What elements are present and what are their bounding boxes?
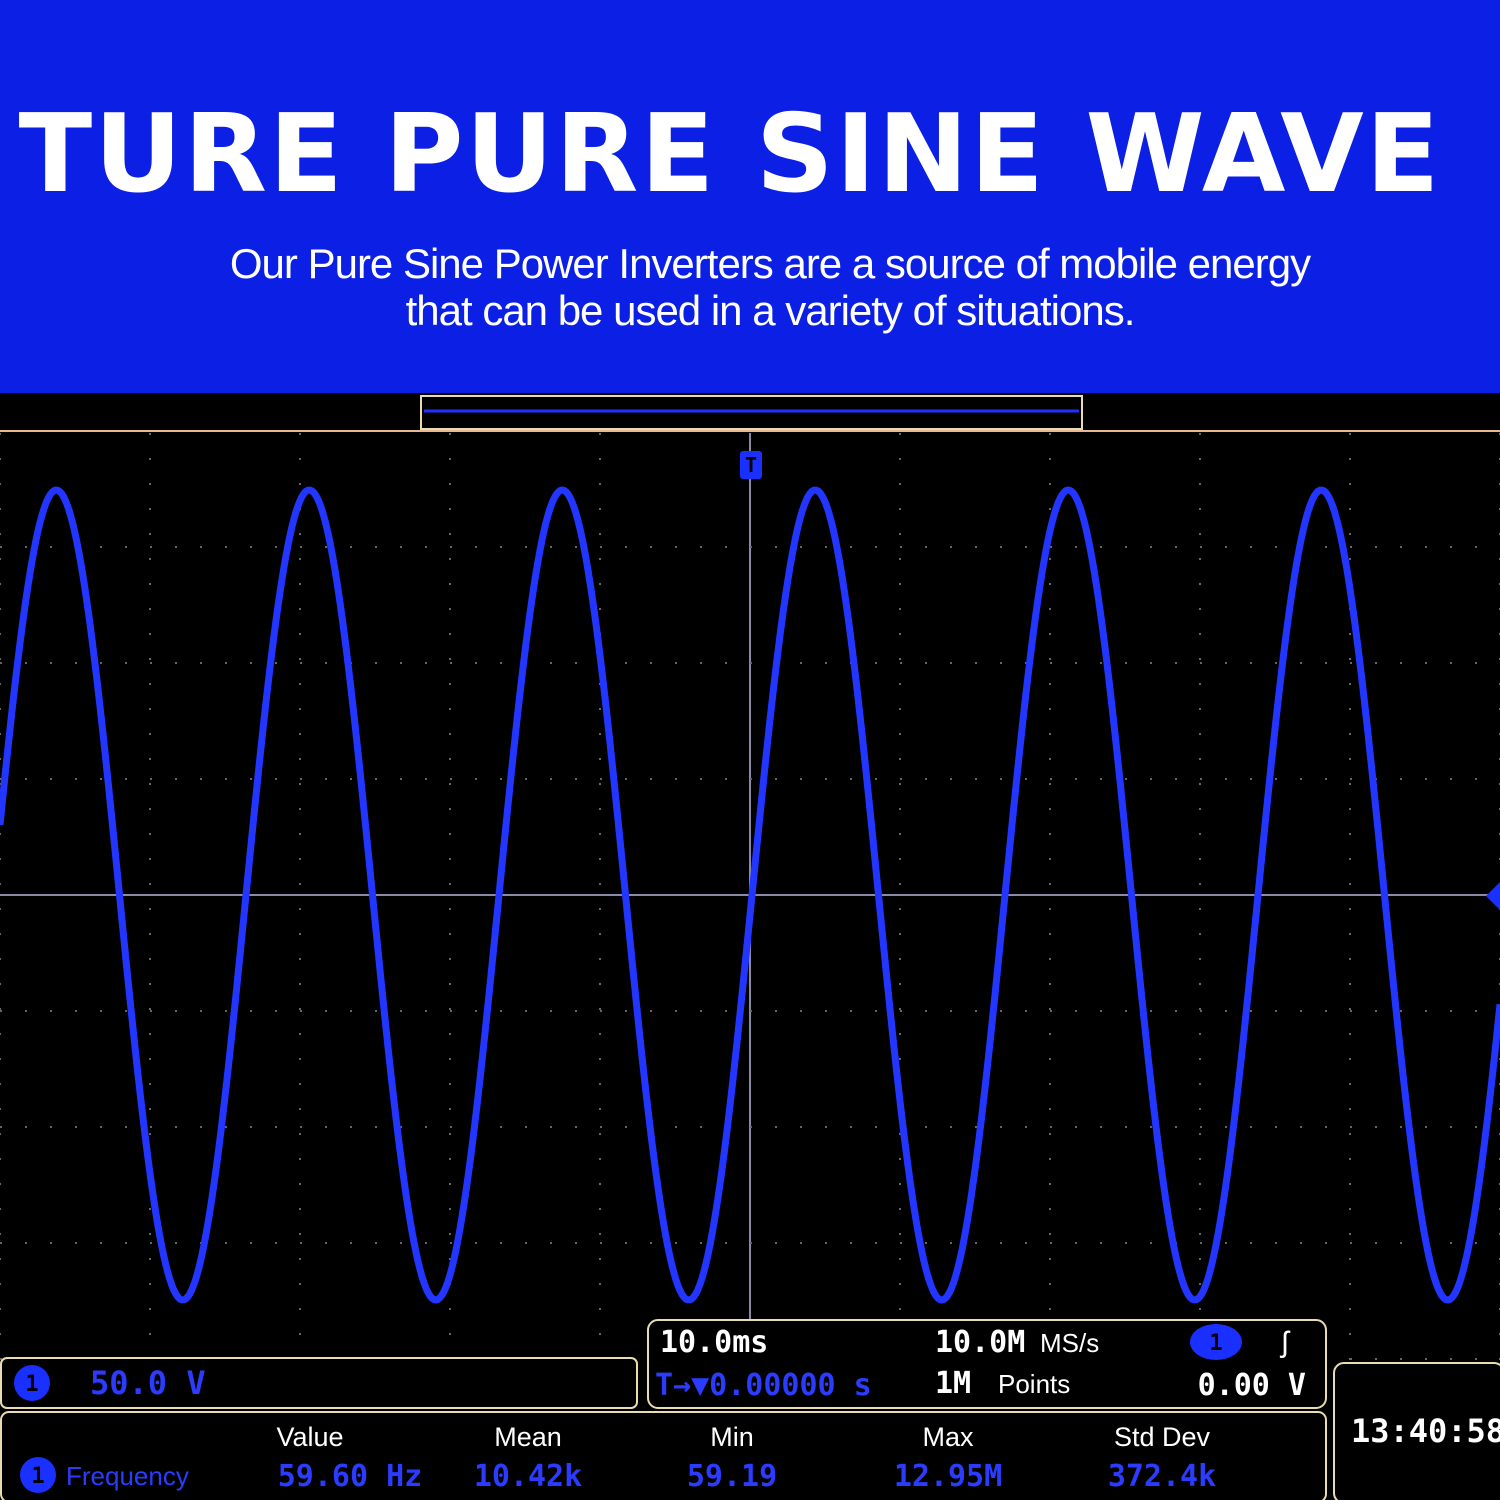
record-length: 1M [935, 1366, 971, 1401]
measure-badge [20, 1457, 56, 1493]
measure-header: Value [276, 1422, 343, 1452]
trigger-position: T→▼0.00000 s [655, 1368, 872, 1403]
record-length-unit: Points [998, 1369, 1070, 1399]
trigger-channel: 1 [1209, 1331, 1222, 1356]
channel-badge-label: 1 [25, 1372, 38, 1397]
channel-badge [14, 1365, 50, 1401]
measurements: Value 59.60 Hz Mean 10.42k Min 59.19 Max 12.95M… [276, 1422, 1216, 1494]
subtitle: that can be used in a variety of situati… [405, 287, 1136, 334]
trigger-marker [740, 451, 762, 479]
timebase-box [647, 1319, 1327, 1409]
trigger-slope: ʃ [1280, 1326, 1291, 1359]
time-per-div: 10.0ms [660, 1325, 768, 1360]
clock: 13:40:58 [1351, 1412, 1500, 1450]
oscilloscope: T 1 50.0 V 10.0ms T→▼0.00000 s 10.0M MS/… [0, 395, 1500, 1500]
record-view [420, 395, 1083, 430]
channel-scale: 50.0 V [90, 1364, 206, 1402]
measure-header: Mean [494, 1422, 562, 1452]
measure-value: 12.95M [894, 1459, 1002, 1494]
measure-value: 372.4k [1108, 1459, 1216, 1494]
measure-header: Min [710, 1422, 754, 1452]
title: TURE PURE SINE WAVE [18, 92, 1442, 217]
sine-trace [0, 486, 1500, 1304]
sample-rate: 10.0M [935, 1325, 1025, 1360]
measure-header: Max [922, 1422, 974, 1452]
measurement-box [0, 1411, 1327, 1500]
trigger-level: 0.00 V [1198, 1368, 1306, 1403]
trigger-label: T [745, 453, 757, 477]
clock-box [1333, 1362, 1500, 1500]
sample-rate-unit: MS/s [1040, 1328, 1099, 1358]
measure-value: 59.60 Hz [278, 1459, 423, 1494]
measure-value: 10.42k [474, 1459, 582, 1494]
banner: TURE PURE SINE WAVE Our Pure Sine Power … [0, 0, 1500, 393]
trigger-channel-badge [1190, 1324, 1242, 1360]
channel-box [0, 1357, 638, 1409]
subtitle: Our Pure Sine Power Inverters are a sour… [229, 240, 1311, 287]
measure-name: Frequency [66, 1461, 189, 1491]
ground-marker [1486, 882, 1500, 910]
measure-badge-label: 1 [31, 1464, 44, 1489]
measure-value: 59.19 [687, 1459, 777, 1494]
measure-header: Std Dev [1114, 1422, 1211, 1452]
